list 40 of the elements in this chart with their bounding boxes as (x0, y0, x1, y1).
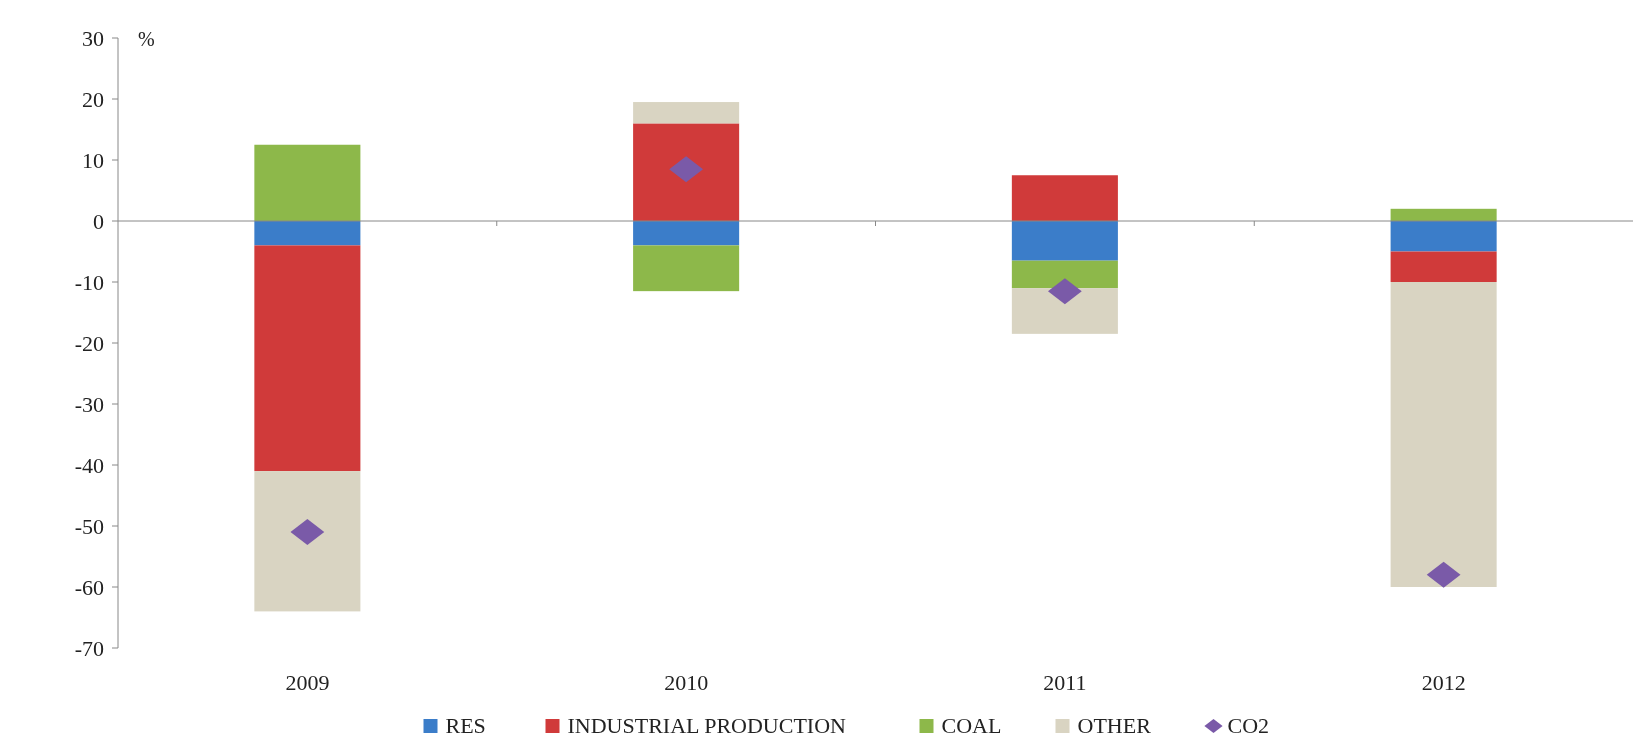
bar (633, 123, 740, 221)
y-tick-label: -10 (74, 269, 104, 295)
bar (254, 245, 361, 472)
y-tick-label: -40 (74, 452, 104, 478)
x-tick-label: 2010 (664, 670, 709, 695)
y-tick-label: -70 (74, 635, 104, 661)
bar (1011, 260, 1118, 289)
legend-label: INDUSTRIAL PRODUCTION (567, 713, 847, 738)
y-tick-label: -30 (74, 391, 104, 417)
bar (254, 471, 361, 612)
y-tick-label: -20 (74, 330, 104, 356)
x-tick-label: 2009 (285, 670, 330, 695)
bar (1011, 175, 1118, 221)
bar (633, 245, 740, 292)
bar (1390, 208, 1497, 221)
bar (1390, 282, 1497, 587)
legend-label: OTHER (1077, 713, 1152, 738)
point (290, 519, 325, 546)
bar (1390, 221, 1497, 252)
legend-label: COAL (941, 713, 1002, 738)
x-tick-label: 2012 (1421, 670, 1466, 695)
bar (633, 221, 740, 246)
bar (633, 102, 740, 124)
x-tick-label: 2011 (1043, 670, 1087, 695)
bar (1011, 221, 1118, 261)
point (1047, 278, 1082, 305)
y-tick-label: 30 (82, 25, 104, 51)
y-axis-title: % (138, 28, 155, 50)
point (1426, 561, 1461, 588)
bar (1011, 288, 1118, 334)
legend-label: CO2 (1227, 713, 1270, 738)
bar (254, 144, 361, 221)
bar (254, 221, 361, 246)
bar (1390, 251, 1497, 282)
y-tick-label: 0 (93, 208, 104, 234)
y-tick-label: 20 (82, 86, 104, 112)
y-tick-label: -60 (74, 574, 104, 600)
y-tick-label: 10 (82, 147, 104, 173)
legend-label: RES (445, 713, 486, 738)
y-tick-label: -50 (74, 513, 104, 539)
